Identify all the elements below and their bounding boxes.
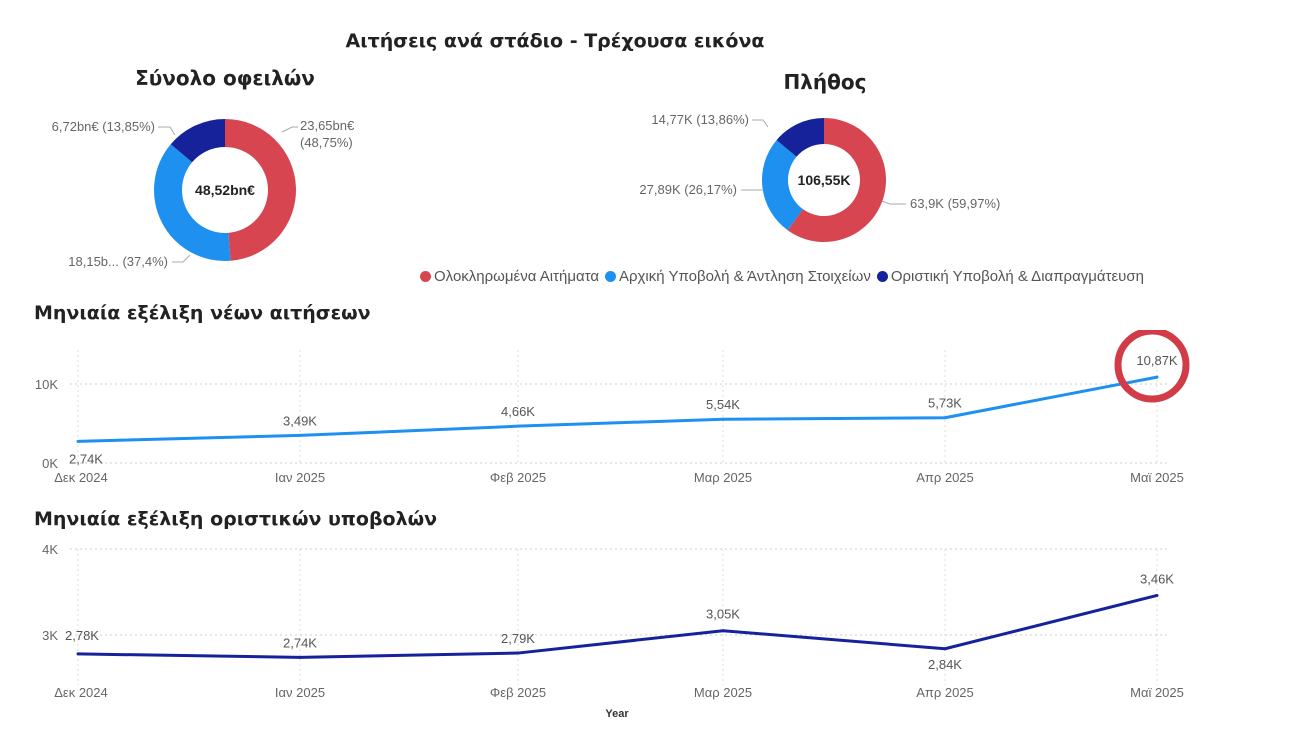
x-tick-label: Απρ 2025	[916, 470, 974, 485]
x-tick-label: Μαρ 2025	[694, 685, 752, 700]
y-tick-label: 4K	[42, 542, 58, 557]
slice-data-label: (48,75%)	[300, 135, 353, 150]
leader-line	[281, 126, 298, 133]
x-tick-label: Ιαν 2025	[275, 470, 325, 485]
y-tick-label: 3K	[42, 628, 58, 643]
data-point	[943, 647, 947, 651]
line-chart-final-submissions: 3K 4K 2,78K 2,74K 2,79K 3,05K 2,84K 3,46K Δεκ 20…	[42, 542, 1184, 720]
page-title: Αιτήσεις ανά στάδιο - Τρέχουσα εικόνα	[345, 30, 765, 52]
line-chart-title-final: Μηνιαία εξέλιξη οριστικών υποβολών	[34, 508, 438, 530]
donut-slice	[170, 119, 225, 163]
x-tick-label: Δεκ 2024	[54, 470, 108, 485]
data-label: 2,79K	[501, 631, 535, 646]
y-tick-label: 0K	[42, 456, 58, 471]
leader-line	[881, 200, 906, 205]
slice-data-label: 14,77K (13,86%)	[651, 112, 749, 127]
data-point	[1155, 375, 1159, 379]
data-label: 2,78K	[65, 628, 99, 643]
data-point	[943, 416, 947, 420]
series-line	[77, 375, 1158, 443]
leader-line	[172, 254, 191, 263]
data-point	[76, 439, 80, 443]
x-tick-label: Μαρ 2025	[694, 470, 752, 485]
data-label: 5,73K	[928, 396, 962, 411]
slice-data-label: 63,9K (59,97%)	[910, 196, 1000, 211]
x-tick-label: Απρ 2025	[916, 685, 974, 700]
data-label: 10,87K	[1136, 353, 1178, 368]
donut-chart-debt: 48,52bn€ 23,65bn€ (48,75%) 18,15b... (37,4%…	[52, 118, 355, 269]
donut-slice	[225, 119, 296, 261]
legend-dot-icon	[876, 271, 888, 282]
data-label: 3,46K	[1140, 571, 1174, 586]
donut-slice	[154, 144, 231, 261]
legend-dot-icon	[420, 271, 431, 282]
data-point	[76, 652, 80, 656]
line-chart-new-applications: 0K 10K 2,74K 3,49K 4,66K 5,54K 5,73K 10,87K Δεκ …	[35, 330, 1190, 485]
data-point	[516, 651, 520, 655]
legend-label: Οριστική Υποβολή & Διαπραγμάτευση	[890, 268, 1144, 285]
x-tick-label: Φεβ 2025	[490, 685, 546, 700]
data-label: 2,74K	[283, 635, 317, 650]
data-point	[298, 655, 302, 659]
x-tick-label: Ιαν 2025	[275, 685, 325, 700]
data-label: 3,05K	[706, 607, 740, 622]
data-point	[721, 417, 725, 421]
y-tick-label: 10K	[35, 377, 58, 392]
data-label: 2,74K	[69, 451, 103, 466]
data-label: 5,54K	[706, 397, 740, 412]
data-point	[298, 433, 302, 437]
data-point	[721, 629, 725, 633]
leader-line	[752, 119, 769, 128]
slice-data-label: 6,72bn€ (13,85%)	[52, 119, 155, 134]
x-tick-label: Μαϊ 2025	[1130, 470, 1184, 485]
leader-line	[158, 126, 176, 136]
slice-data-label: 18,15b... (37,4%)	[68, 254, 168, 269]
donut-title-debt: Σύνολο οφειλών	[135, 66, 315, 90]
line-chart-title-new: Μηνιαία εξέλιξη νέων αιτήσεων	[34, 302, 371, 324]
legend-label: Ολοκληρωμένα Αιτήματα	[434, 268, 600, 285]
donut-slice	[776, 118, 824, 157]
legend-item-initial[interactable]: Αρχική Υποβολή & Άντληση Στοιχείων	[605, 268, 871, 285]
legend: Ολοκληρωμένα Αιτήματα Αρχική Υποβολή & Ά…	[420, 268, 1144, 285]
series-line	[77, 593, 1158, 659]
highlight-circle	[1114, 330, 1190, 403]
donut-center-label: 106,55K	[798, 172, 851, 188]
legend-dot-icon	[605, 271, 617, 282]
x-tick-label: Μαϊ 2025	[1130, 685, 1184, 700]
legend-item-final[interactable]: Οριστική Υποβολή & Διαπραγμάτευση	[876, 268, 1144, 285]
data-label: 4,66K	[501, 404, 535, 419]
data-label: 3,49K	[283, 413, 317, 428]
donut-slice	[787, 118, 886, 242]
x-axis-title: Year	[605, 708, 629, 720]
x-tick-label: Δεκ 2024	[54, 685, 108, 700]
legend-label: Αρχική Υποβολή & Άντληση Στοιχείων	[619, 268, 871, 285]
donut-slice	[762, 140, 803, 231]
data-label: 2,84K	[928, 657, 962, 672]
x-tick-label: Φεβ 2025	[490, 470, 546, 485]
donut-chart-count: 106,55K 63,9K (59,97%) 27,89K (26,17%) 14,7…	[639, 112, 1000, 242]
slice-data-label: 27,89K (26,17%)	[639, 182, 737, 197]
data-point	[1155, 593, 1159, 597]
donut-title-count: Πλήθος	[783, 70, 867, 94]
donut-center-label: 48,52bn€	[195, 182, 255, 198]
slice-data-label: 23,65bn€	[300, 118, 355, 133]
data-point	[516, 424, 520, 428]
legend-item-completed[interactable]: Ολοκληρωμένα Αιτήματα	[420, 268, 599, 285]
